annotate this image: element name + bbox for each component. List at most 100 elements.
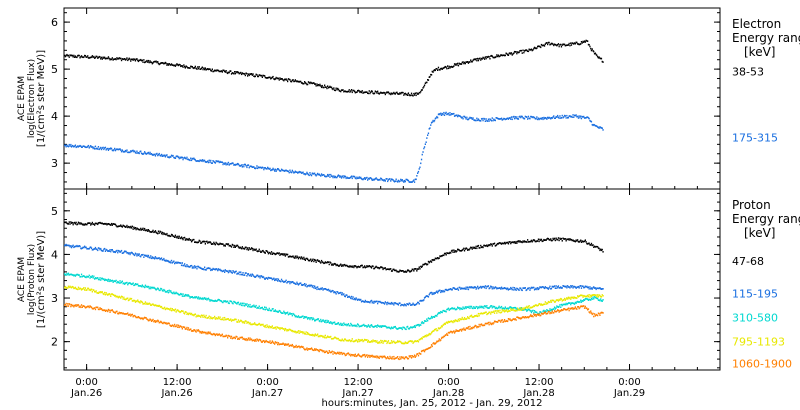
- data-point: [217, 316, 220, 318]
- data-point: [344, 90, 346, 93]
- data-point: [124, 313, 126, 315]
- data-point: [597, 294, 599, 296]
- data-point: [381, 92, 383, 94]
- data-point: [412, 342, 414, 344]
- data-point: [64, 244, 67, 246]
- data-point: [71, 304, 73, 307]
- data-point: [539, 45, 541, 48]
- data-point: [475, 119, 477, 122]
- data-point: [70, 245, 72, 247]
- data-point: [157, 154, 159, 157]
- data-point: [577, 301, 580, 303]
- data-point: [355, 265, 357, 268]
- data-point: [85, 146, 87, 149]
- data-point: [373, 92, 376, 95]
- data-point: [121, 280, 123, 283]
- data-point: [443, 335, 446, 338]
- data-point: [364, 355, 366, 358]
- data-point: [473, 315, 476, 317]
- data-point: [151, 62, 153, 65]
- data-point: [264, 252, 266, 254]
- data-point: [300, 257, 302, 260]
- data-point: [181, 310, 183, 313]
- data-point: [473, 246, 476, 249]
- data-point: [572, 239, 574, 241]
- data-point: [157, 288, 160, 290]
- data-point: [189, 312, 191, 315]
- data-point: [393, 326, 395, 328]
- data-point: [560, 117, 562, 119]
- data-point: [413, 341, 415, 343]
- data-point: [345, 354, 347, 356]
- data-point: [113, 223, 115, 225]
- data-point: [234, 71, 236, 73]
- data-point: [580, 301, 583, 303]
- data-point: [420, 350, 423, 353]
- data-point: [567, 44, 569, 46]
- data-point: [366, 339, 368, 341]
- data-point: [107, 250, 110, 252]
- data-point: [114, 311, 116, 314]
- data-point: [572, 296, 574, 298]
- data-point: [487, 244, 490, 247]
- data-point: [550, 288, 552, 290]
- data-point: [413, 181, 416, 183]
- data-point: [257, 75, 259, 78]
- data-point: [234, 301, 236, 303]
- data-point: [415, 303, 417, 306]
- data-point: [588, 298, 590, 301]
- data-point: [478, 247, 480, 249]
- data-point: [232, 302, 234, 305]
- data-point: [127, 314, 130, 316]
- data-point: [112, 310, 114, 313]
- data-point: [379, 300, 381, 303]
- data-point: [184, 295, 186, 297]
- data-point: [565, 239, 567, 242]
- data-point: [483, 117, 485, 120]
- data-point: [517, 240, 520, 242]
- data-point: [597, 57, 600, 59]
- data-point: [214, 268, 216, 271]
- data-point: [527, 305, 530, 308]
- data-point: [177, 293, 180, 296]
- data-point: [596, 54, 598, 57]
- data-point: [364, 338, 366, 341]
- data-point: [410, 181, 413, 183]
- data-point: [390, 340, 393, 342]
- data-point: [378, 357, 380, 359]
- data-point: [502, 242, 504, 245]
- data-point: [499, 307, 501, 309]
- data-point: [180, 156, 183, 159]
- data-point: [469, 315, 471, 318]
- data-point: [527, 241, 530, 243]
- data-point: [380, 326, 383, 328]
- data-point: [453, 112, 455, 115]
- data-point: [393, 268, 395, 271]
- data-point: [349, 353, 351, 356]
- data-point: [223, 162, 225, 164]
- data-point: [197, 315, 199, 318]
- data-point: [384, 301, 386, 303]
- data-point: [470, 327, 473, 329]
- data-point: [443, 335, 445, 338]
- data-point: [425, 320, 427, 322]
- data-point: [146, 152, 148, 155]
- data-point: [140, 227, 142, 230]
- data-point: [586, 295, 588, 298]
- data-point: [237, 301, 240, 304]
- data-point: [114, 149, 117, 152]
- data-point: [352, 296, 354, 298]
- data-point: [382, 342, 384, 344]
- data-point: [158, 232, 160, 234]
- data-point: [183, 312, 185, 314]
- data-point: [160, 232, 163, 235]
- data-point: [459, 308, 461, 311]
- data-point: [487, 313, 489, 315]
- data-point: [497, 118, 500, 120]
- data-point: [94, 248, 96, 250]
- data-point: [515, 308, 517, 311]
- data-point: [456, 319, 458, 322]
- data-point: [210, 269, 212, 272]
- data-point: [134, 227, 137, 229]
- data-point: [391, 270, 393, 272]
